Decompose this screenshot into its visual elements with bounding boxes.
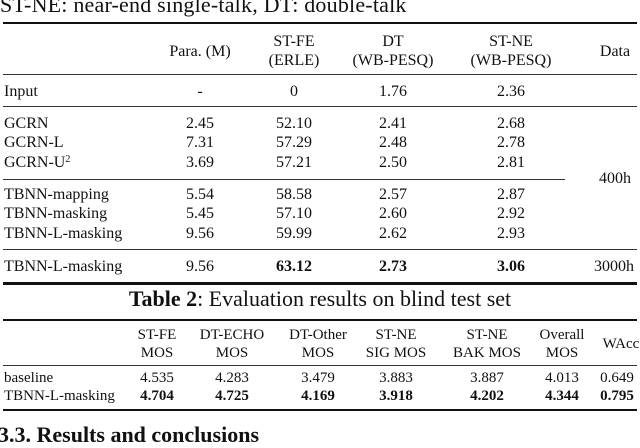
header-st-ne-l2: (WB-PESQ) — [470, 52, 552, 69]
cell-model: GCRN-U2 — [4, 154, 70, 172]
cell-st-ne: 2.36 — [497, 83, 525, 100]
cell-dt: 2.48 — [379, 134, 407, 151]
header-para: Para. (M) — [169, 43, 231, 60]
cell-st-ne: 2.68 — [497, 115, 525, 132]
cell-st-fe: 0 — [290, 83, 298, 100]
cell-para: 9.56 — [186, 225, 214, 242]
cell-st-fe: 63.12 — [276, 258, 312, 275]
header-data: Data — [599, 43, 631, 60]
cell-st-ne: 2.81 — [497, 154, 525, 171]
header-st-fe-l1: ST-FE — [273, 33, 315, 50]
cell-model: Input — [4, 83, 38, 100]
cell-model: TBNN-L-masking — [4, 388, 115, 404]
table2-bottom-rule — [3, 409, 637, 411]
cell-wacc: 0.795 — [600, 388, 634, 404]
table1-bottom-rule — [3, 282, 637, 285]
cell-st-ne: 3.06 — [497, 258, 525, 275]
table1-caption-fragment: ST-NE: near-end single-talk, DT: double-… — [0, 0, 407, 17]
table2-caption-text: : Evaluation results on blind test set — [197, 286, 512, 311]
cell-model: baseline — [4, 370, 54, 386]
cell-st-ne-bak-mos: 3.887 — [470, 370, 504, 386]
cell-st-ne: 2.93 — [497, 225, 525, 242]
cell-st-ne: 2.78 — [497, 134, 525, 151]
cell-para: 7.31 — [186, 134, 214, 151]
header-dt-echo-l2: MOS — [215, 345, 249, 361]
cell-overall-mos: 4.013 — [545, 370, 579, 386]
cell-st-fe: 59.99 — [276, 225, 312, 242]
cell-para: 5.45 — [186, 205, 214, 222]
cell-model: TBNN-L-masking — [4, 258, 123, 275]
model-superscript: 2 — [65, 154, 71, 165]
table1-top-rule — [3, 22, 637, 24]
cell-para: 5.54 — [186, 186, 214, 203]
model-name: GCRN-U — [4, 154, 66, 171]
cell-dt-echo-mos: 4.283 — [215, 370, 249, 386]
header-st-ne-l1: ST-NE — [489, 33, 533, 50]
cell-wacc: 0.649 — [600, 370, 634, 386]
cell-st-ne: 2.92 — [497, 205, 525, 222]
cell-dt: 2.41 — [379, 115, 407, 132]
cell-dt: 2.73 — [379, 258, 407, 275]
cell-para: 9.56 — [186, 258, 214, 275]
cell-st-fe: 57.10 — [276, 205, 312, 222]
table2-caption: Table 2: Evaluation results on blind tes… — [0, 286, 640, 312]
cell-st-ne: 2.87 — [497, 186, 525, 203]
cell-dt-echo-mos: 4.725 — [215, 388, 249, 404]
header-dt-other-l2: MOS — [301, 345, 335, 361]
table1-header-rule — [3, 74, 637, 75]
cell-dt: 2.57 — [379, 186, 407, 203]
table1-group-rule — [3, 179, 565, 180]
cell-dt-other-mos: 3.479 — [301, 370, 335, 386]
data-400h: 400h — [599, 170, 631, 187]
header-st-ne-sig-l2: SIG MOS — [365, 345, 427, 361]
cell-model: GCRN-L — [4, 134, 64, 151]
cell-st-fe: 52.10 — [276, 115, 312, 132]
cell-dt: 2.62 — [379, 225, 407, 242]
cell-model: GCRN — [4, 115, 49, 132]
cell-model: TBNN-masking — [4, 205, 108, 222]
cell-st-fe: 57.29 — [276, 134, 312, 151]
cell-dt: 2.60 — [379, 205, 407, 222]
section-heading: 3.3. Results and conclusions — [0, 422, 260, 447]
cell-data: 3000h — [594, 258, 634, 275]
header-dt-echo-l1: DT-ECHO — [199, 327, 265, 343]
table1-final-rule — [3, 249, 637, 250]
cell-model: TBNN-mapping — [4, 186, 109, 203]
table1-input-rule — [3, 106, 637, 107]
cell-st-ne-bak-mos: 4.202 — [470, 388, 504, 404]
cell-dt: 1.76 — [379, 83, 407, 100]
cell-st-fe: 58.58 — [276, 186, 312, 203]
header-st-fe-mos-l1: ST-FE — [137, 327, 177, 343]
table2-caption-label: Table 2 — [128, 286, 198, 311]
header-st-ne-bak-l2: BAK MOS — [453, 345, 521, 361]
cell-para: 3.69 — [186, 154, 214, 171]
header-overall-l2: MOS — [545, 345, 579, 361]
header-dt-l1: DT — [382, 33, 404, 50]
cell-st-fe: 57.21 — [276, 154, 312, 171]
cell-st-ne-sig-mos: 3.883 — [379, 370, 413, 386]
cell-overall-mos: 4.344 — [545, 388, 579, 404]
cell-para: - — [197, 83, 203, 100]
header-dt-l2: (WB-PESQ) — [352, 52, 434, 69]
cell-model: TBNN-L-masking — [4, 225, 123, 242]
header-st-fe-mos-l2: MOS — [140, 345, 174, 361]
table2-header-rule — [3, 365, 637, 366]
header-dt-other-l1: DT-Other — [289, 327, 347, 343]
table2-top-rule — [3, 319, 637, 321]
header-st-ne-bak-l1: ST-NE — [466, 327, 508, 343]
cell-dt: 2.50 — [379, 154, 407, 171]
header-st-ne-sig-l1: ST-NE — [375, 327, 417, 343]
cell-st-fe-mos: 4.704 — [140, 388, 174, 404]
cell-st-fe-mos: 4.535 — [140, 370, 174, 386]
header-overall-l1: Overall — [539, 327, 585, 343]
cell-st-ne-sig-mos: 3.918 — [379, 388, 413, 404]
header-wacc: WAcc — [602, 336, 640, 352]
header-st-fe-l2: (ERLE) — [268, 52, 320, 69]
cell-dt-other-mos: 4.169 — [301, 388, 335, 404]
cell-para: 2.45 — [186, 115, 214, 132]
